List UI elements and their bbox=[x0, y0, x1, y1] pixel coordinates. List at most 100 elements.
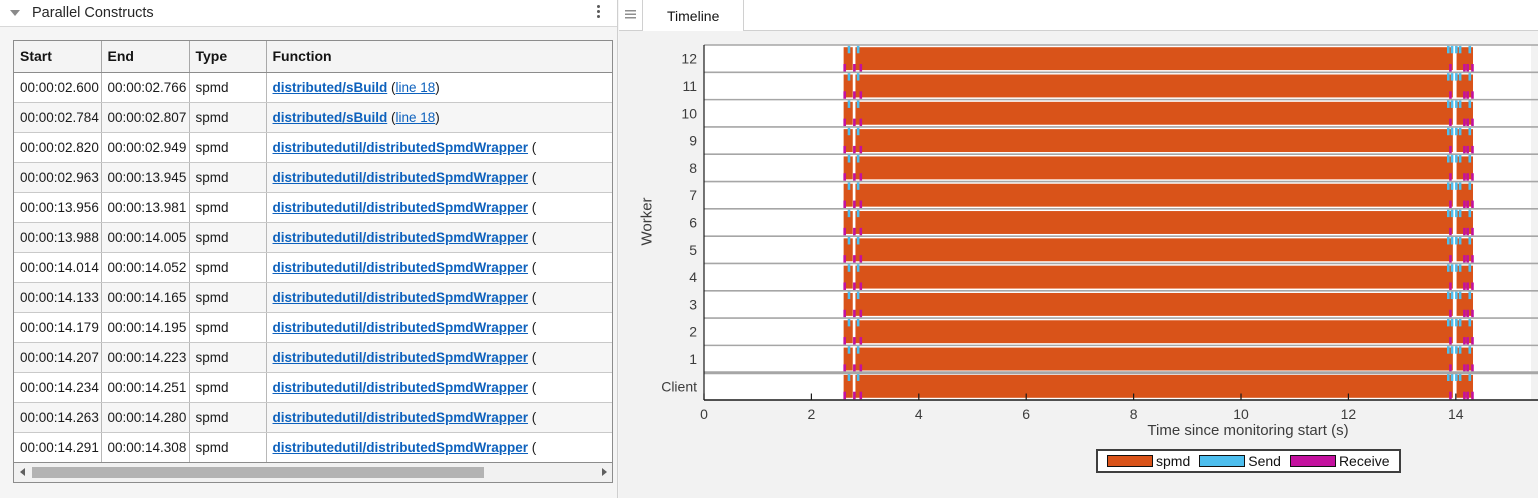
receive-mark[interactable] bbox=[859, 200, 863, 209]
timeline-bar-spmd[interactable] bbox=[855, 101, 1453, 125]
receive-mark[interactable] bbox=[1449, 309, 1452, 318]
receive-mark[interactable] bbox=[859, 227, 863, 236]
send-mark[interactable] bbox=[1450, 346, 1454, 354]
send-mark[interactable] bbox=[1450, 318, 1454, 327]
receive-mark[interactable] bbox=[1466, 255, 1469, 263]
timeline-bar-spmd[interactable] bbox=[843, 129, 853, 153]
send-mark[interactable] bbox=[847, 45, 851, 54]
scrollbar-track[interactable] bbox=[30, 463, 596, 482]
send-mark[interactable] bbox=[856, 318, 860, 327]
send-mark[interactable] bbox=[856, 291, 860, 300]
send-mark[interactable] bbox=[856, 346, 860, 354]
scroll-right-icon[interactable] bbox=[596, 463, 612, 482]
table-row[interactable]: 00:00:02.820 00:00:02.949 spmd distributedu… bbox=[14, 132, 612, 163]
send-mark[interactable] bbox=[1455, 346, 1458, 354]
receive-mark[interactable] bbox=[1466, 145, 1469, 154]
receive-mark[interactable] bbox=[1466, 91, 1469, 99]
scroll-left-icon[interactable] bbox=[14, 463, 30, 482]
table-row[interactable]: 00:00:14.291 00:00:14.308 spmd distributedu… bbox=[14, 432, 612, 463]
timeline-bar-spmd[interactable] bbox=[855, 156, 1453, 180]
receive-mark[interactable] bbox=[1463, 391, 1466, 400]
receive-mark[interactable] bbox=[1466, 282, 1469, 290]
send-mark[interactable] bbox=[1458, 373, 1462, 381]
send-mark[interactable] bbox=[847, 373, 851, 381]
column-header-start[interactable]: Start bbox=[14, 41, 102, 73]
receive-mark[interactable] bbox=[1466, 337, 1469, 345]
timeline-bar-spmd[interactable] bbox=[855, 238, 1453, 262]
receive-mark[interactable] bbox=[843, 309, 846, 318]
receive-mark[interactable] bbox=[853, 173, 856, 181]
send-mark[interactable] bbox=[1450, 236, 1454, 245]
receive-mark[interactable] bbox=[1463, 337, 1466, 345]
receive-mark[interactable] bbox=[1471, 91, 1474, 99]
receive-mark[interactable] bbox=[1466, 364, 1469, 372]
legend-item-send[interactable]: Send bbox=[1199, 453, 1281, 469]
table-row[interactable]: 00:00:14.263 00:00:14.280 spmd distributedu… bbox=[14, 402, 612, 433]
receive-mark[interactable] bbox=[1471, 64, 1474, 72]
send-mark[interactable] bbox=[847, 291, 851, 300]
send-mark[interactable] bbox=[1458, 127, 1462, 136]
receive-mark[interactable] bbox=[1463, 173, 1466, 181]
receive-mark[interactable] bbox=[1449, 364, 1452, 372]
function-link[interactable]: distributed/sBuild bbox=[272, 79, 388, 95]
receive-mark[interactable] bbox=[1471, 118, 1474, 127]
send-mark[interactable] bbox=[847, 155, 851, 163]
receive-mark[interactable] bbox=[1463, 145, 1466, 154]
receive-mark[interactable] bbox=[1449, 173, 1452, 181]
send-mark[interactable] bbox=[1450, 291, 1454, 300]
timeline-bar-spmd[interactable] bbox=[843, 320, 853, 344]
receive-mark[interactable] bbox=[843, 364, 846, 372]
receive-mark[interactable] bbox=[1466, 200, 1469, 209]
receive-mark[interactable] bbox=[1463, 255, 1466, 263]
send-mark[interactable] bbox=[1455, 318, 1458, 327]
column-header-end[interactable]: End bbox=[101, 41, 190, 73]
timeline-bar-spmd[interactable] bbox=[843, 292, 853, 316]
send-mark[interactable] bbox=[1455, 100, 1458, 108]
timeline-bar-spmd[interactable] bbox=[843, 265, 853, 289]
send-mark[interactable] bbox=[856, 73, 860, 81]
send-mark[interactable] bbox=[1468, 373, 1472, 381]
receive-mark[interactable] bbox=[1449, 91, 1452, 99]
receive-mark[interactable] bbox=[859, 118, 863, 127]
receive-mark[interactable] bbox=[1449, 227, 1452, 236]
receive-mark[interactable] bbox=[1463, 364, 1466, 372]
receive-mark[interactable] bbox=[853, 309, 856, 318]
send-mark[interactable] bbox=[847, 73, 851, 81]
send-mark[interactable] bbox=[1468, 264, 1472, 272]
receive-mark[interactable] bbox=[843, 64, 846, 72]
send-mark[interactable] bbox=[1447, 236, 1450, 245]
timeline-bar-spmd[interactable] bbox=[855, 129, 1453, 153]
receive-mark[interactable] bbox=[859, 91, 863, 99]
receive-mark[interactable] bbox=[859, 282, 863, 290]
send-mark[interactable] bbox=[847, 209, 851, 218]
receive-mark[interactable] bbox=[1449, 391, 1452, 400]
receive-mark[interactable] bbox=[843, 391, 846, 400]
send-mark[interactable] bbox=[1447, 45, 1450, 54]
function-link[interactable]: distributedutil/distributedSpmdWrapper bbox=[272, 199, 529, 215]
timeline-bar-spmd[interactable] bbox=[855, 347, 1453, 371]
send-mark[interactable] bbox=[1455, 127, 1458, 136]
panel-grip-button[interactable] bbox=[619, 0, 643, 30]
send-mark[interactable] bbox=[1447, 318, 1450, 327]
receive-mark[interactable] bbox=[843, 255, 846, 263]
table-row[interactable]: 00:00:02.600 00:00:02.766 spmd distributed/… bbox=[14, 72, 612, 103]
timeline-bar-spmd[interactable] bbox=[855, 183, 1453, 207]
send-mark[interactable] bbox=[1450, 209, 1454, 218]
receive-mark[interactable] bbox=[859, 364, 863, 372]
send-mark[interactable] bbox=[856, 100, 860, 108]
send-mark[interactable] bbox=[1450, 127, 1454, 136]
send-mark[interactable] bbox=[1447, 155, 1450, 163]
timeline-bar-spmd[interactable] bbox=[843, 101, 853, 125]
send-mark[interactable] bbox=[1468, 73, 1472, 81]
function-link[interactable]: distributedutil/distributedSpmdWrapper bbox=[272, 409, 529, 425]
send-mark[interactable] bbox=[856, 45, 860, 54]
table-row[interactable]: 00:00:14.207 00:00:14.223 spmd distributedu… bbox=[14, 342, 612, 373]
receive-mark[interactable] bbox=[1471, 173, 1474, 181]
table-row[interactable]: 00:00:14.133 00:00:14.165 spmd distributedu… bbox=[14, 282, 612, 313]
send-mark[interactable] bbox=[1468, 209, 1472, 218]
receive-mark[interactable] bbox=[843, 337, 846, 345]
send-mark[interactable] bbox=[1455, 209, 1458, 218]
send-mark[interactable] bbox=[1458, 291, 1462, 300]
receive-mark[interactable] bbox=[1471, 145, 1474, 154]
receive-mark[interactable] bbox=[1471, 200, 1474, 209]
